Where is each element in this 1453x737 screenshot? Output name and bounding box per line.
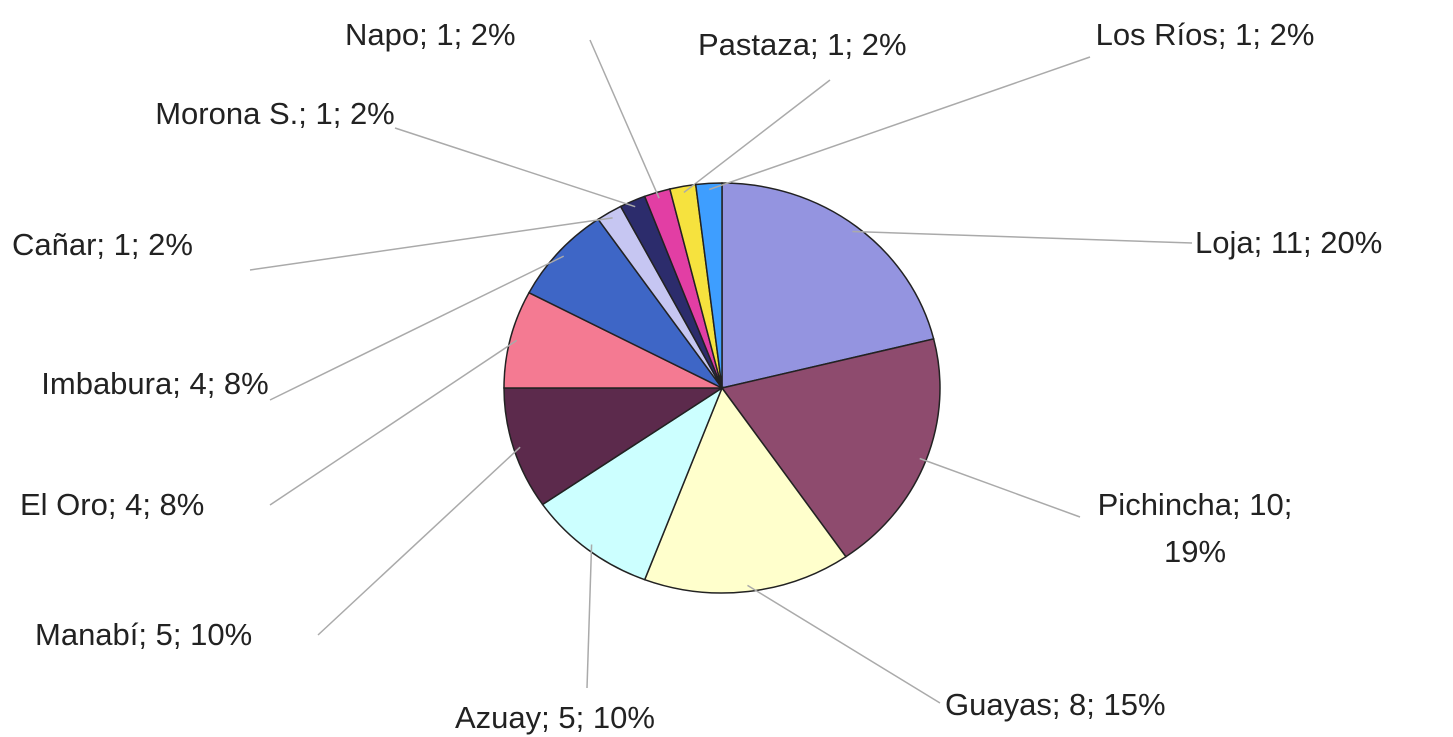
leader-line (394, 127, 636, 208)
data-label: Morona S.; 1; 2% (155, 96, 395, 131)
pie-slice (694, 182, 723, 389)
data-label: El Oro; 4; 8% (20, 487, 205, 522)
pie-slice (541, 386, 724, 581)
data-label: Pichincha; 10; 19% (1097, 487, 1293, 569)
data-label: Azuay; 5; 10% (455, 700, 655, 735)
leader-line (269, 339, 518, 506)
leader-line (852, 230, 1193, 244)
data-label: Los Ríos; 1; 2% (1095, 17, 1315, 52)
data-label: Imbabura; 4; 8% (41, 366, 269, 401)
leader-line (249, 217, 613, 271)
leader-line (586, 544, 593, 689)
data-label: Guayas; 8; 15% (945, 687, 1166, 722)
data-label: Manabí; 5; 10% (35, 617, 253, 652)
data-label: Cañar; 1; 2% (12, 227, 193, 262)
pie-slice (503, 291, 723, 389)
leader-line (708, 56, 1091, 191)
leader-line (269, 255, 565, 401)
data-label: Napo; 1; 2% (345, 17, 516, 52)
leader-line (317, 446, 521, 636)
leader-line (589, 39, 660, 199)
data-label: Pastaza; 1; 2% (698, 27, 907, 62)
pie-slice (721, 182, 935, 389)
leader-line (919, 457, 1081, 518)
pie-slice (643, 386, 847, 594)
pie-slice (503, 387, 725, 506)
data-label: Loja; 11; 20% (1195, 225, 1383, 260)
leader-line (683, 79, 831, 194)
leader-line (747, 584, 941, 704)
